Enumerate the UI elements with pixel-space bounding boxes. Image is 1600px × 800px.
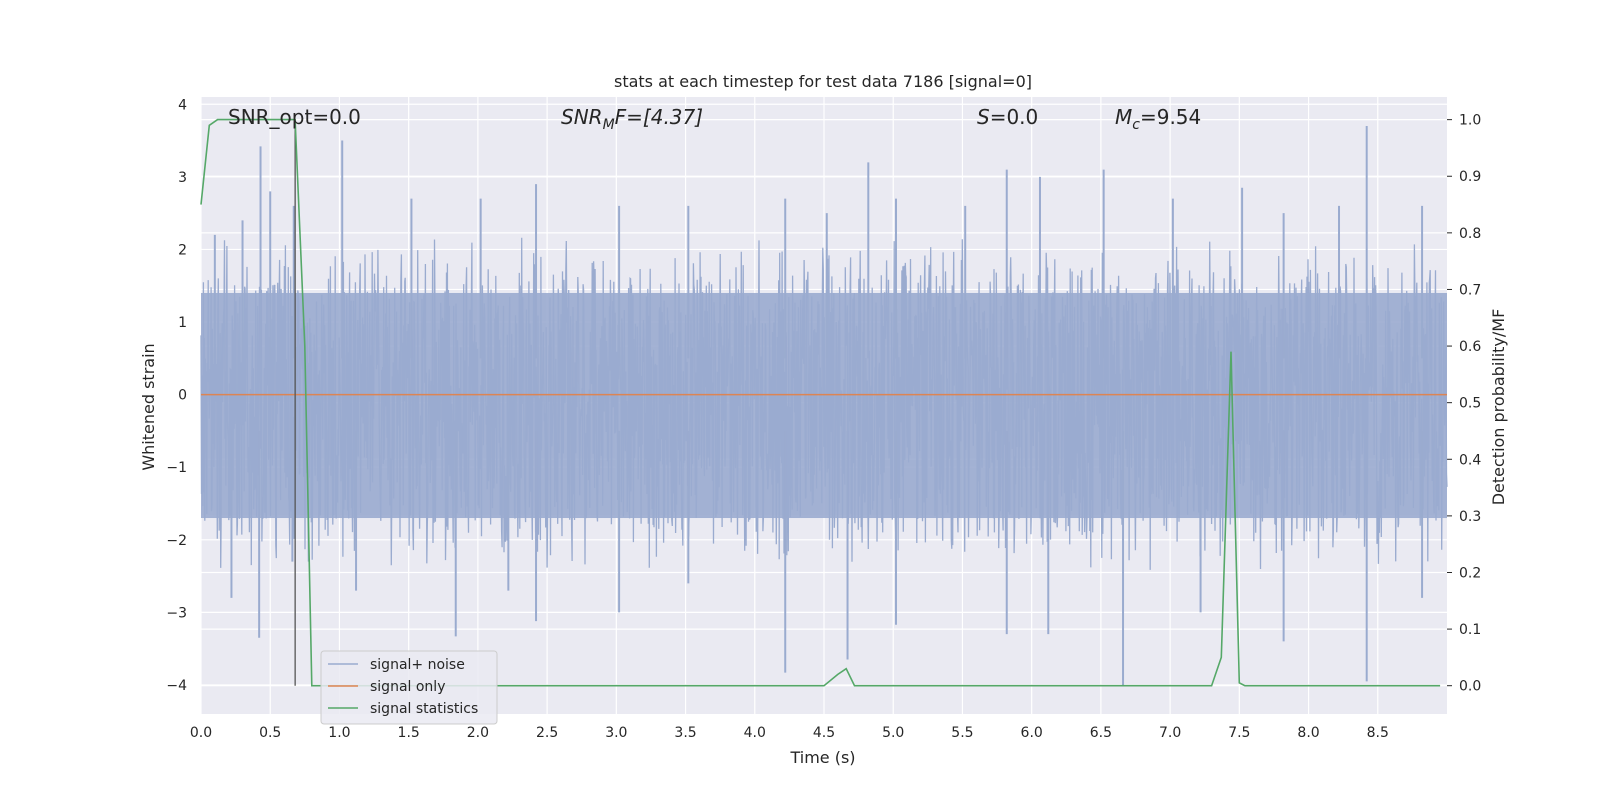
- x-tick-labels: 0.0 0.5 1.0 1.5 2.0 2.5 3.0 3.5 4.0 4.5 5.0 5.5 6.0 6…: [190, 725, 1389, 741]
- legend-box: [320, 650, 498, 725]
- x-tick-label: 5.0: [882, 725, 904, 741]
- right-y-tick-label: 0.9: [1459, 169, 1481, 185]
- x-tick-label: 1.5: [398, 725, 420, 741]
- x-tick-label: 5.5: [951, 725, 973, 741]
- x-tick-label: 1.0: [328, 725, 350, 741]
- y-tick-label: 1: [178, 315, 187, 331]
- signal-statistics-line: [200, 118, 1441, 687]
- x-tick-label: 8.0: [1297, 725, 1319, 741]
- right-y-tick-label: 1.0: [1459, 113, 1481, 129]
- y-tick-labels: 4 3 2 1 0 −1 −2 −3 −4: [166, 97, 187, 694]
- x-tick-label: 2.5: [536, 725, 558, 741]
- x-tick-label: 6.0: [1021, 725, 1043, 741]
- annotation-snr-opt: SNR_opt=0.0: [228, 105, 361, 129]
- chart-title: stats at each timestep for test data 718…: [614, 72, 1032, 91]
- x-tick-label: 3.5: [674, 725, 696, 741]
- right-y-tick-label: 0.2: [1459, 565, 1481, 581]
- x-tick-label: 3.0: [605, 725, 627, 741]
- x-tick-label: 6.5: [1090, 725, 1112, 741]
- legend-label-signal-statistics: signal statistics: [370, 701, 478, 717]
- right-y-tick-label: 0.4: [1459, 452, 1481, 468]
- y-tick-label: 4: [178, 97, 187, 113]
- annotation-mc: Mc=9.54: [1115, 105, 1201, 133]
- y-axis-label: Whitened strain: [139, 343, 158, 470]
- y-tick-label: 3: [178, 170, 187, 186]
- y-tick-label: −2: [166, 533, 187, 549]
- right-y-axis-label: Detection probability/MF: [1489, 309, 1508, 506]
- x-tick-label: 8.5: [1367, 725, 1389, 741]
- right-y-tick-label: 0.0: [1459, 679, 1481, 695]
- right-y-tick-label: 0.6: [1459, 339, 1481, 355]
- legend: signal+ noise signal only signal statist…: [320, 650, 498, 725]
- series-signal-noise: [200, 126, 1448, 685]
- y-tick-label: 2: [178, 242, 187, 258]
- signal-noise-band: [201, 292, 1447, 519]
- right-y-tick-label: 0.7: [1459, 282, 1481, 298]
- right-y-tick-label: 0.1: [1459, 622, 1481, 638]
- annotation-s: S=0.0: [977, 105, 1038, 129]
- legend-label-signal-only: signal only: [370, 679, 445, 695]
- x-tick-label: 7.5: [1228, 725, 1250, 741]
- series-signal-statistics: [200, 118, 1441, 687]
- x-tick-label: 2.0: [467, 725, 489, 741]
- x-tick-label: 4.5: [813, 725, 835, 741]
- x-tick-label: 7.0: [1159, 725, 1181, 741]
- right-y-tick-label: 0.5: [1459, 396, 1481, 412]
- x-tick-label: 4.0: [744, 725, 766, 741]
- annotation-snr-mf: SNRMF=[4.37]: [561, 105, 703, 133]
- right-y-tick-label: 0.8: [1459, 226, 1481, 242]
- right-y-tick-labels: 1.0 0.9 0.8 0.7 0.6 0.5 0.4 0.3 0.2 0.1 0.0: [1459, 113, 1481, 695]
- right-y-tick-label: 0.3: [1459, 509, 1481, 525]
- x-tick-label: 0.5: [259, 725, 281, 741]
- y-tick-label: −3: [166, 605, 187, 621]
- y-tick-label: −4: [166, 678, 187, 694]
- y-tick-label: 0: [178, 388, 187, 404]
- y-tick-label: −1: [166, 460, 187, 476]
- legend-label-signal-noise: signal+ noise: [370, 657, 465, 673]
- x-tick-label: 0.0: [190, 725, 212, 741]
- x-axis-label: Time (s): [789, 748, 855, 767]
